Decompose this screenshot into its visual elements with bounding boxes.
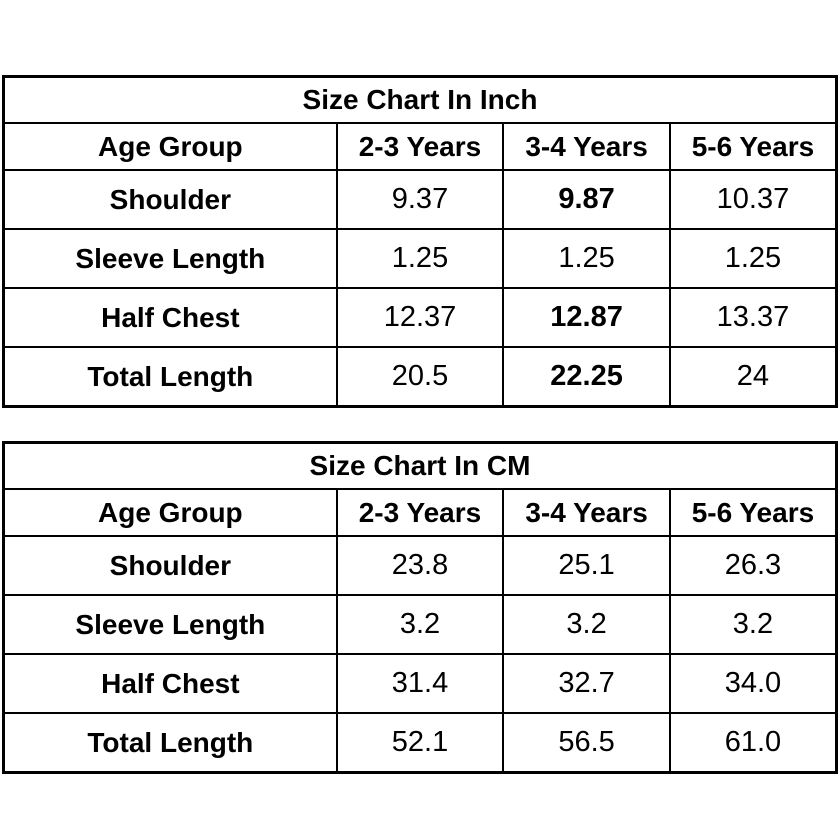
cell-value: 25.1 — [502, 535, 671, 596]
cell-value: 3.2 — [502, 594, 671, 655]
table-title-cm: Size Chart In CM — [2, 441, 838, 490]
table-row-half-chest: Half Chest 31.4 32.7 34.0 — [2, 653, 838, 714]
cell-value: 34.0 — [668, 653, 838, 714]
table-title-inch: Size Chart In Inch — [2, 75, 838, 124]
table-row-shoulder: Shoulder 9.37 9.87 10.37 — [2, 169, 838, 230]
row-label: Total Length — [2, 346, 338, 408]
row-label: Half Chest — [2, 287, 338, 348]
table-row-sleeve-length: Sleeve Length 3.2 3.2 3.2 — [2, 594, 838, 655]
column-header-5-6-years: 5-6 Years — [668, 488, 838, 537]
cell-value: 9.87 — [502, 169, 671, 230]
row-label: Shoulder — [2, 535, 338, 596]
cell-value: 1.25 — [502, 228, 671, 289]
cell-value: 13.37 — [668, 287, 838, 348]
row-label: Sleeve Length — [2, 228, 338, 289]
table-row-half-chest: Half Chest 12.37 12.87 13.37 — [2, 287, 838, 348]
column-header-5-6-years: 5-6 Years — [668, 122, 838, 171]
cell-value: 61.0 — [668, 712, 838, 774]
cell-value: 56.5 — [502, 712, 671, 774]
cell-value: 3.2 — [335, 594, 505, 655]
column-header-2-3-years: 2-3 Years — [335, 122, 505, 171]
cell-value: 12.87 — [502, 287, 671, 348]
cell-value: 20.5 — [335, 346, 505, 408]
cell-value: 31.4 — [335, 653, 505, 714]
row-label: Sleeve Length — [2, 594, 338, 655]
cell-value: 1.25 — [668, 228, 838, 289]
row-label: Total Length — [2, 712, 338, 774]
table-gap — [0, 408, 840, 441]
cell-value: 12.37 — [335, 287, 505, 348]
row-label: Half Chest — [2, 653, 338, 714]
cell-value: 22.25 — [502, 346, 671, 408]
size-chart-cm-table: Size Chart In CM Age Group 2-3 Years 3-4… — [2, 441, 838, 774]
cell-value: 32.7 — [502, 653, 671, 714]
column-header-3-4-years: 3-4 Years — [502, 488, 671, 537]
cell-value: 23.8 — [335, 535, 505, 596]
cell-value: 24 — [668, 346, 838, 408]
table-row-shoulder: Shoulder 23.8 25.1 26.3 — [2, 535, 838, 596]
row-label: Shoulder — [2, 169, 338, 230]
column-header-age-group: Age Group — [2, 122, 338, 171]
cell-value: 3.2 — [668, 594, 838, 655]
size-chart-page: Size Chart In Inch Age Group 2-3 Years 3… — [0, 75, 840, 774]
cell-value: 9.37 — [335, 169, 505, 230]
cell-value: 26.3 — [668, 535, 838, 596]
cell-value: 10.37 — [668, 169, 838, 230]
cell-value: 52.1 — [335, 712, 505, 774]
cell-value: 1.25 — [335, 228, 505, 289]
column-header-3-4-years: 3-4 Years — [502, 122, 671, 171]
table-row-total-length: Total Length 52.1 56.5 61.0 — [2, 712, 838, 774]
column-header-2-3-years: 2-3 Years — [335, 488, 505, 537]
table-row-total-length: Total Length 20.5 22.25 24 — [2, 346, 838, 408]
column-header-age-group: Age Group — [2, 488, 338, 537]
size-chart-inch-table: Size Chart In Inch Age Group 2-3 Years 3… — [2, 75, 838, 408]
table-row-sleeve-length: Sleeve Length 1.25 1.25 1.25 — [2, 228, 838, 289]
